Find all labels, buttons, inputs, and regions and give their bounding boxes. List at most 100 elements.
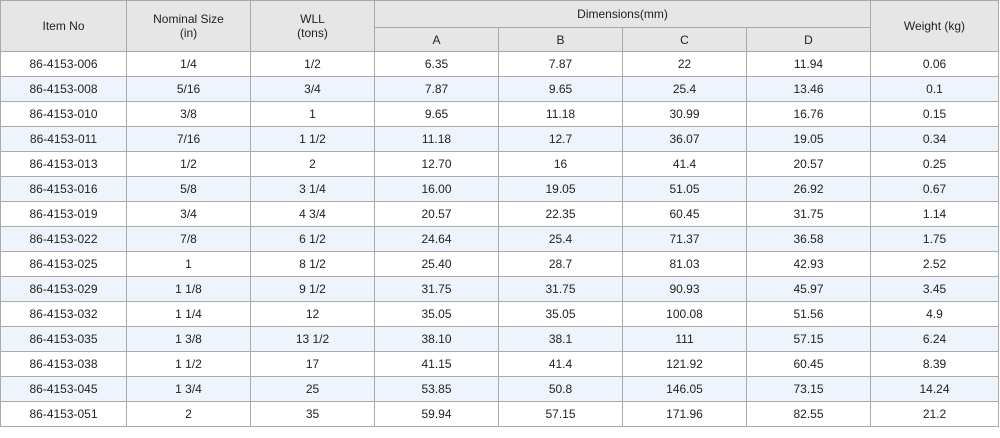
cell-dim-a: 6.35 xyxy=(374,51,499,77)
cell-dim-a: 35.05 xyxy=(374,301,499,327)
cell-dim-c: 51.05 xyxy=(622,176,747,202)
cell-nominal-size: 1 xyxy=(126,251,251,277)
cell-wll: 35 xyxy=(250,401,375,427)
cell-dim-b: 19.05 xyxy=(498,176,623,202)
cell-nominal-size: 7/16 xyxy=(126,126,251,152)
cell-nominal-size: 7/8 xyxy=(126,226,251,252)
cell-dim-c: 81.03 xyxy=(622,251,747,277)
cell-nominal-size: 2 xyxy=(126,401,251,427)
cell-dim-a: 59.94 xyxy=(374,401,499,427)
cell-nominal-size: 1 1/4 xyxy=(126,301,251,327)
cell-dim-a: 53.85 xyxy=(374,376,499,402)
cell-dim-b: 28.7 xyxy=(498,251,623,277)
table-row: 86-4153-038 1 1/2 17 41.15 41.4 121.92 60.45 8.… xyxy=(0,351,999,377)
cell-dim-b: 35.05 xyxy=(498,301,623,327)
cell-wll: 1 xyxy=(250,101,375,127)
cell-dim-a: 12.70 xyxy=(374,151,499,177)
header-dim-c: C xyxy=(622,27,747,52)
cell-weight: 0.25 xyxy=(870,151,999,177)
cell-dim-a: 31.75 xyxy=(374,276,499,302)
cell-wll: 25 xyxy=(250,376,375,402)
cell-nominal-size: 1 3/8 xyxy=(126,326,251,352)
cell-item-no: 86-4153-006 xyxy=(0,51,127,77)
header-dim-a: A xyxy=(374,27,499,52)
table-row: 86-4153-019 3/4 4 3/4 20.57 22.35 60.45 31.75 1… xyxy=(0,201,999,227)
cell-dim-d: 31.75 xyxy=(746,201,871,227)
cell-nominal-size: 1/4 xyxy=(126,51,251,77)
cell-dim-b: 12.7 xyxy=(498,126,623,152)
cell-dim-c: 41.4 xyxy=(622,151,747,177)
cell-wll: 6 1/2 xyxy=(250,226,375,252)
cell-nominal-size: 1/2 xyxy=(126,151,251,177)
cell-dim-a: 9.65 xyxy=(374,101,499,127)
cell-dim-c: 71.37 xyxy=(622,226,747,252)
header-wll-label: WLL xyxy=(300,12,325,26)
cell-dim-a: 24.64 xyxy=(374,226,499,252)
header-weight: Weight (kg) xyxy=(870,0,999,52)
cell-wll: 13 1/2 xyxy=(250,326,375,352)
cell-dim-c: 25.4 xyxy=(622,76,747,102)
table-row: 86-4153-045 1 3/4 25 53.85 50.8 146.05 73.15 14… xyxy=(0,376,999,402)
cell-weight: 0.15 xyxy=(870,101,999,127)
cell-weight: 0.06 xyxy=(870,51,999,77)
cell-weight: 0.1 xyxy=(870,76,999,102)
cell-dim-c: 90.93 xyxy=(622,276,747,302)
cell-dim-c: 100.08 xyxy=(622,301,747,327)
cell-item-no: 86-4153-051 xyxy=(0,401,127,427)
table-row: 86-4153-029 1 1/8 9 1/2 31.75 31.75 90.93 45.9… xyxy=(0,276,999,302)
cell-dim-c: 30.99 xyxy=(622,101,747,127)
cell-dim-d: 73.15 xyxy=(746,376,871,402)
cell-item-no: 86-4153-019 xyxy=(0,201,127,227)
header-row: Item No Nominal Size (in) WLL (tons) Dim… xyxy=(0,0,999,52)
cell-dim-d: 20.57 xyxy=(746,151,871,177)
cell-dim-b: 50.8 xyxy=(498,376,623,402)
cell-dim-d: 36.58 xyxy=(746,226,871,252)
cell-item-no: 86-4153-038 xyxy=(0,351,127,377)
cell-dim-b: 31.75 xyxy=(498,276,623,302)
cell-item-no: 86-4153-016 xyxy=(0,176,127,202)
cell-dim-b: 25.4 xyxy=(498,226,623,252)
table-row: 86-4153-022 7/8 6 1/2 24.64 25.4 71.37 36.58 1.… xyxy=(0,226,999,252)
cell-item-no: 86-4153-045 xyxy=(0,376,127,402)
cell-item-no: 86-4153-013 xyxy=(0,151,127,177)
cell-wll: 1 1/2 xyxy=(250,126,375,152)
header-nominal-size: Nominal Size (in) xyxy=(126,0,251,52)
cell-dim-c: 60.45 xyxy=(622,201,747,227)
table-row: 86-4153-013 1/2 2 12.70 16 41.4 20.57 0.25 xyxy=(0,151,999,177)
cell-dim-d: 82.55 xyxy=(746,401,871,427)
cell-item-no: 86-4153-029 xyxy=(0,276,127,302)
cell-item-no: 86-4153-022 xyxy=(0,226,127,252)
cell-dim-d: 45.97 xyxy=(746,276,871,302)
cell-dim-b: 9.65 xyxy=(498,76,623,102)
cell-dim-c: 111 xyxy=(622,326,747,352)
cell-dim-b: 57.15 xyxy=(498,401,623,427)
cell-dim-a: 16.00 xyxy=(374,176,499,202)
cell-weight: 0.34 xyxy=(870,126,999,152)
cell-weight: 8.39 xyxy=(870,351,999,377)
cell-weight: 14.24 xyxy=(870,376,999,402)
cell-item-no: 86-4153-032 xyxy=(0,301,127,327)
cell-dim-a: 25.40 xyxy=(374,251,499,277)
cell-wll: 2 xyxy=(250,151,375,177)
header-wll: WLL (tons) xyxy=(250,0,375,52)
cell-dim-d: 51.56 xyxy=(746,301,871,327)
cell-dim-b: 7.87 xyxy=(498,51,623,77)
cell-weight: 1.75 xyxy=(870,226,999,252)
cell-nominal-size: 3/4 xyxy=(126,201,251,227)
cell-weight: 2.52 xyxy=(870,251,999,277)
table-row: 86-4153-025 1 8 1/2 25.40 28.7 81.03 42.93 2.52 xyxy=(0,251,999,277)
cell-weight: 1.14 xyxy=(870,201,999,227)
table-row: 86-4153-032 1 1/4 12 35.05 35.05 100.08 51.56 4… xyxy=(0,301,999,327)
cell-dim-a: 11.18 xyxy=(374,126,499,152)
cell-dim-c: 22 xyxy=(622,51,747,77)
cell-dim-b: 38.1 xyxy=(498,326,623,352)
header-dimensions: Dimensions(mm) xyxy=(374,0,871,28)
cell-item-no: 86-4153-035 xyxy=(0,326,127,352)
cell-wll: 3/4 xyxy=(250,76,375,102)
cell-weight: 6.24 xyxy=(870,326,999,352)
cell-item-no: 86-4153-008 xyxy=(0,76,127,102)
header-nominal-size-unit: (in) xyxy=(179,26,198,40)
cell-wll: 3 1/4 xyxy=(250,176,375,202)
cell-dim-d: 42.93 xyxy=(746,251,871,277)
header-dim-d: D xyxy=(746,27,871,52)
